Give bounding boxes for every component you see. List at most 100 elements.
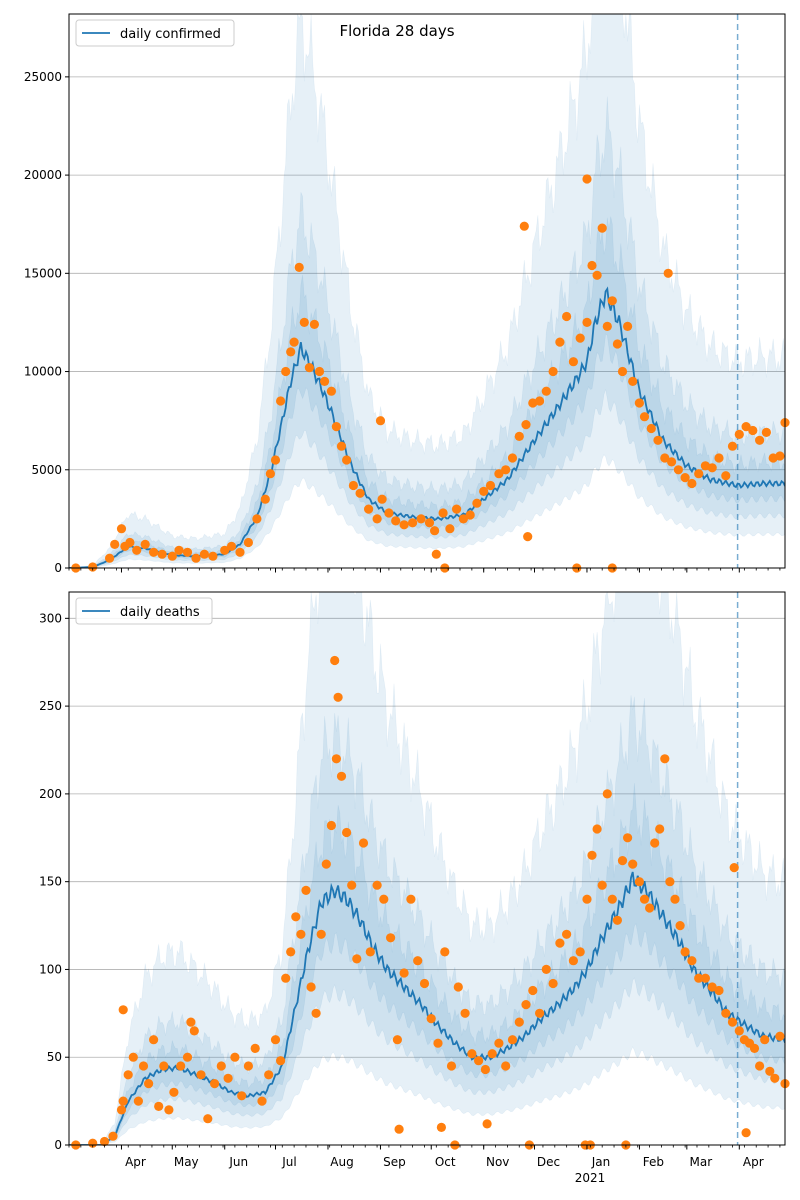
data-point <box>377 494 387 504</box>
data-point <box>575 947 585 957</box>
data-point <box>144 1079 154 1089</box>
y-tick-label: 15000 <box>24 266 62 280</box>
legend-box <box>75 19 235 47</box>
data-point <box>276 1056 286 1066</box>
legend-box <box>75 597 213 625</box>
data-point <box>88 562 98 572</box>
data-point <box>326 820 336 831</box>
data-point <box>347 880 357 890</box>
data-point <box>628 376 638 386</box>
data-point <box>507 1035 518 1045</box>
data-point <box>392 1035 402 1045</box>
data-point <box>612 915 623 925</box>
data-point <box>355 488 365 498</box>
data-point <box>501 1061 511 1071</box>
data-point <box>523 532 533 542</box>
deaths-x-ticks: Apr May Jun Jul Aug Sep Oct Nov Dec Jan Feb Mar Apr <box>68 1145 781 1169</box>
deaths-line <box>69 871 785 1145</box>
data-point <box>250 1043 260 1053</box>
x-tick-label: Dec <box>537 1155 560 1169</box>
data-point <box>721 1008 731 1018</box>
data-point <box>208 551 218 561</box>
data-point <box>568 357 579 367</box>
data-point <box>741 1128 751 1138</box>
data-point <box>445 524 455 534</box>
y-tick-label: 10000 <box>24 365 62 379</box>
data-point <box>123 1070 133 1080</box>
data-point <box>348 480 358 491</box>
data-point <box>479 486 489 496</box>
confirmed-y-ticks: 0 5000 10000 15000 20000 25000 <box>24 70 69 575</box>
data-point <box>660 754 670 764</box>
data-point <box>133 1096 143 1106</box>
data-point <box>132 545 142 555</box>
data-point <box>331 754 341 764</box>
data-point <box>727 441 738 451</box>
data-point <box>694 973 704 983</box>
data-point <box>364 504 374 514</box>
data-point <box>765 1066 775 1076</box>
data-point <box>203 1114 213 1124</box>
data-point <box>680 473 690 483</box>
data-point <box>687 478 697 489</box>
data-point <box>257 1096 267 1106</box>
data-point <box>494 1038 504 1048</box>
y-tick-label: 0 <box>54 561 62 575</box>
data-point <box>548 366 558 377</box>
data-point <box>289 337 299 347</box>
data-point <box>587 850 597 860</box>
y-tick-label: 300 <box>39 611 62 625</box>
data-point <box>299 317 309 327</box>
data-point <box>452 504 462 514</box>
data-point <box>467 1049 477 1059</box>
y-tick-label: 100 <box>39 962 62 976</box>
data-point <box>582 317 592 327</box>
data-point <box>675 921 685 931</box>
data-point <box>623 321 633 331</box>
data-point <box>399 968 409 978</box>
data-point <box>639 412 650 422</box>
data-point <box>646 423 656 434</box>
data-point <box>617 366 628 377</box>
data-point <box>108 1131 118 1141</box>
data-point <box>582 894 592 904</box>
data-point <box>424 518 435 528</box>
data-point <box>210 1079 220 1089</box>
x-tick-label: Feb <box>643 1155 664 1169</box>
data-point <box>673 465 684 475</box>
data-point <box>446 1061 457 1071</box>
data-point <box>149 547 159 557</box>
data-point <box>330 655 340 666</box>
data-point <box>760 1035 770 1045</box>
data-point <box>342 455 352 465</box>
data-point <box>270 455 281 465</box>
data-point <box>294 262 304 272</box>
data-point <box>372 514 382 524</box>
data-point <box>252 514 262 524</box>
data-point <box>167 551 177 561</box>
data-point <box>326 386 336 396</box>
data-point <box>734 1026 744 1036</box>
data-point <box>182 1052 193 1062</box>
data-point <box>336 771 347 781</box>
data-point <box>157 549 167 559</box>
y-tick-label: 20000 <box>24 168 62 182</box>
data-point <box>386 933 396 943</box>
data-point <box>128 1052 138 1062</box>
data-point <box>541 964 551 975</box>
data-point <box>321 859 331 869</box>
data-point <box>164 1105 174 1115</box>
data-point <box>116 524 127 534</box>
data-point <box>465 510 475 520</box>
data-point <box>714 985 724 996</box>
data-point <box>189 1026 199 1036</box>
data-point <box>394 1124 404 1134</box>
x-tick-label: Jan <box>591 1155 611 1169</box>
data-point <box>562 929 572 939</box>
data-point <box>700 973 711 983</box>
data-point <box>480 1064 490 1075</box>
confirmed-panel: 0 5000 10000 15000 20000 25000 daily confirme… <box>24 13 790 575</box>
x-tick-label: Nov <box>486 1155 509 1169</box>
data-point <box>597 223 607 233</box>
confirmed-uncertainty-bands <box>69 14 785 568</box>
